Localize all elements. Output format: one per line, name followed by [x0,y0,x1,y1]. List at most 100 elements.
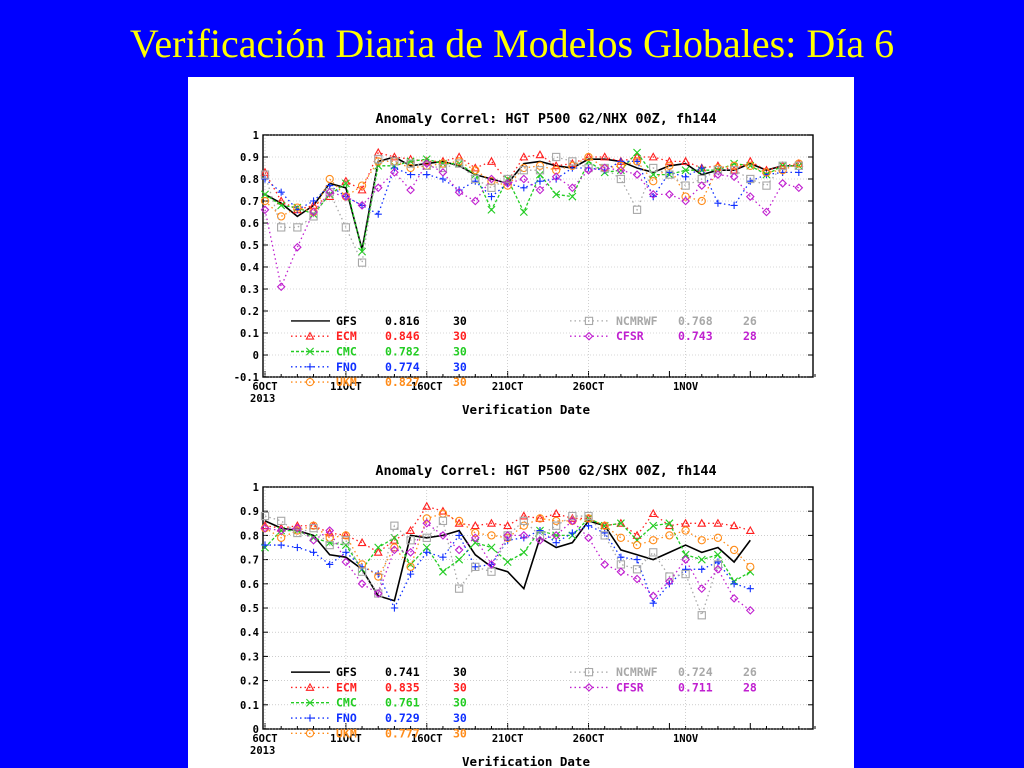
y-tick-label: 0 [253,724,259,736]
data-point-fno [277,188,285,196]
data-point-cmc [406,560,415,569]
data-point-cfsr [519,174,529,184]
data-point-cfsr [390,545,399,555]
data-point-cmc [778,161,787,170]
data-point-ncmrwf [309,212,318,221]
legend-model: CMC [336,345,357,359]
legend-score: 0.711 [678,680,713,694]
legend-count: 30 [453,314,467,328]
y-tick-label: 0.4 [240,262,259,274]
legend-score: 0.816 [385,314,420,328]
data-point-ncmrwf [681,569,690,579]
data-point-cfsr [648,591,658,601]
legend-entry-ukm: UKM 0.827 30 [291,375,467,389]
data-point-ukm [438,159,448,168]
legend-score: 0.761 [385,696,420,710]
data-point-ecm [519,152,529,161]
data-point-cfsr [632,574,642,584]
data-point-fno [342,548,350,556]
legend-marker [306,363,314,371]
data-point-cfsr [422,159,432,168]
data-point-ecm [648,508,658,518]
data-point-ncmrwf [503,174,512,184]
data-point-fno [617,157,625,165]
data-point-ecm [551,508,561,518]
y-tick-label: 0.3 [240,284,259,296]
data-point-fno [698,164,706,172]
data-point-ecm [357,185,367,194]
data-point-cfsr [487,560,496,569]
y-tick-label: 0.6 [240,218,259,230]
data-point-fno [536,526,544,535]
chart-title: Anomaly Correl: HGT P500 G2/NHX 00Z, fh1… [375,111,716,127]
data-point-cfsr [681,555,690,564]
data-point-cfsr [794,183,804,193]
data-point-cmc [438,567,447,576]
data-point-ukm [552,516,561,526]
data-point-cfsr [390,168,399,177]
data-point-ncmrwf [438,163,448,173]
data-point-cfsr [551,531,561,540]
data-point-ecm [583,152,594,161]
data-point-ncmrwf [293,223,302,232]
data-point-ncmrwf [357,258,367,267]
data-point-cfsr [373,589,383,598]
data-point-ukm [374,572,383,581]
data-point-cmc [309,533,318,542]
data-point-ecm [276,196,286,205]
data-point-cmc [487,543,496,552]
legend-model: CMC [336,696,357,710]
x-tick-label: 6OCT [252,381,277,393]
y-tick-label: 0.2 [240,306,259,318]
y-tick-label: 0.6 [240,579,259,591]
data-point-ncmrwf [568,511,577,521]
data-point-cmc [616,166,625,175]
series-ncmrwf [260,152,803,267]
data-point-ncmrwf [260,170,270,179]
series-cfsr [260,516,755,615]
data-point-cfsr [535,535,545,545]
data-point-ncmrwf [616,560,626,569]
data-point-cfsr [616,165,626,175]
data-point-cfsr [697,181,707,190]
data-point-cfsr [551,172,561,182]
data-point-ukm [487,531,496,540]
data-point-ncmrwf [794,161,803,170]
data-point-cmc [487,205,496,214]
legend-score: 0.774 [385,360,420,374]
data-point-cfsr [406,547,415,557]
data-point-fno [487,193,496,201]
data-point-ecm [632,530,642,539]
data-point-cfsr [454,187,464,197]
chart-title: Anomaly Correl: HGT P500 G2/SHX 00Z, fh1… [375,463,716,479]
data-point-cfsr [487,174,496,184]
data-point-ecm [373,547,383,556]
data-point-fno [455,186,463,194]
data-point-cfsr [341,557,351,567]
data-point-fno [277,541,285,549]
data-point-cfsr [535,185,545,195]
legend-model: GFS [336,665,357,679]
data-point-cfsr [648,190,658,199]
legend-count: 30 [453,360,467,374]
data-point-cfsr [616,567,626,577]
y-tick-label: 0.5 [240,603,259,615]
legend-marker [584,667,594,677]
data-point-cfsr [325,187,335,197]
data-point-ecm [535,513,545,522]
data-point-cfsr [341,192,351,201]
data-point-cfsr [665,190,674,199]
data-point-ecm [535,150,545,159]
legend-entry-cmc: CMC 0.782 30 [291,345,467,359]
legend-model: FNO [336,711,357,725]
data-point-cmc [406,157,415,166]
data-point-cfsr [373,183,383,193]
y-tick-label: 0 [253,350,259,362]
x-year-label: 2013 [250,393,275,405]
data-point-fno [390,164,399,172]
data-point-cmc [552,190,561,199]
data-point-cmc [568,192,577,201]
data-point-ncmrwf [616,174,626,184]
plot-frame [262,134,814,378]
data-point-ukm [746,562,755,572]
